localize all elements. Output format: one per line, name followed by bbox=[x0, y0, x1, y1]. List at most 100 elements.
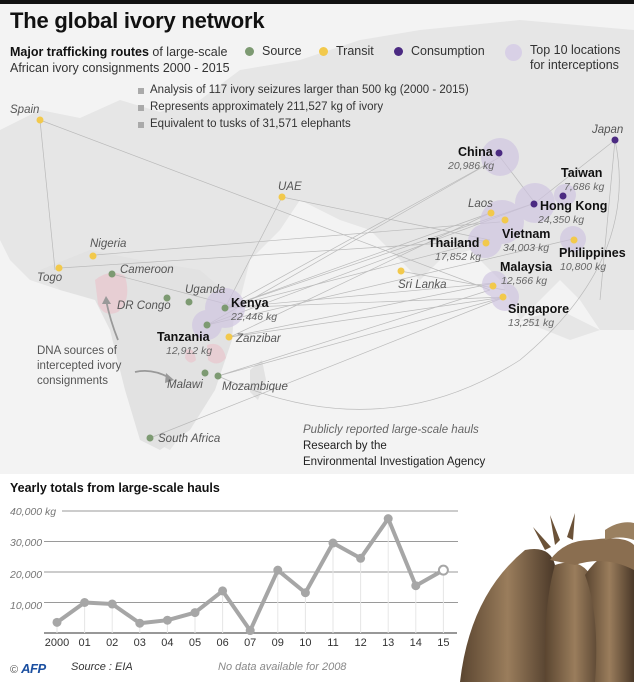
hub-tanzania-name: Tanzania bbox=[157, 330, 210, 344]
label-uae: UAE bbox=[278, 181, 302, 193]
data-point bbox=[218, 586, 228, 596]
data-point bbox=[162, 615, 172, 625]
label-togo: Togo bbox=[37, 272, 63, 284]
series-line bbox=[55, 516, 445, 633]
credit-line: Research by the bbox=[303, 440, 387, 452]
research-credit: Publicly reported large-scale hauls Rese… bbox=[303, 422, 485, 470]
fact-text: Analysis of 117 ivory seizures larger th… bbox=[150, 84, 469, 96]
x-tick: 10 bbox=[299, 637, 312, 649]
y-tick-10000: 10,000 bbox=[10, 600, 43, 612]
facts-list: Analysis of 117 ivory seizures larger th… bbox=[138, 82, 469, 133]
hub-china-name: China bbox=[458, 145, 493, 159]
x-tick: 07 bbox=[244, 637, 257, 649]
ivory-tusks-photo bbox=[460, 513, 634, 682]
data-point bbox=[80, 598, 90, 607]
consumption-dot-icon bbox=[394, 46, 403, 56]
data-point bbox=[52, 617, 62, 627]
hub-vietnam-kg: 34,003 kg bbox=[503, 242, 550, 254]
hub-kenya-kg: 22,446 kg bbox=[231, 311, 278, 323]
data-point bbox=[135, 618, 145, 628]
top-rule bbox=[0, 0, 634, 4]
afp-logo: AFP bbox=[21, 661, 46, 676]
legend-label: Source bbox=[262, 44, 302, 58]
chart-title: Yearly totals from large-scale hauls bbox=[10, 481, 220, 495]
line-chart bbox=[44, 510, 458, 636]
bullet-square-icon bbox=[138, 104, 144, 111]
legend-label: Consumption bbox=[411, 44, 485, 58]
bullet-square-icon bbox=[138, 87, 144, 94]
data-point bbox=[273, 565, 283, 575]
dna-note-line: consignments bbox=[37, 375, 108, 387]
x-tick: 09 bbox=[271, 637, 284, 649]
data-point bbox=[411, 581, 421, 591]
label-japan: Japan bbox=[592, 124, 624, 136]
data-point bbox=[383, 514, 393, 524]
label-malawi: Malawi bbox=[167, 379, 203, 391]
legend-label: for interceptions bbox=[530, 58, 619, 72]
hub-kenya-name: Kenya bbox=[231, 296, 269, 310]
label-nigeria: Nigeria bbox=[90, 238, 127, 250]
data-point bbox=[356, 553, 366, 563]
hub-hong-kong-kg: 24,350 kg bbox=[538, 214, 585, 226]
label-uganda: Uganda bbox=[185, 284, 226, 296]
hub-taiwan-name: Taiwan bbox=[561, 166, 603, 180]
dna-note: DNA sources of intercepted ivory consign… bbox=[37, 344, 121, 389]
subtitle: Major trafficking routes of large-scale … bbox=[10, 44, 230, 76]
hub-singapore-name: Singapore bbox=[508, 302, 570, 316]
x-tick: 15 bbox=[437, 637, 450, 649]
data-point bbox=[437, 564, 449, 576]
label-zanzibar: Zanzibar bbox=[236, 333, 281, 345]
legend-top10: Top 10 locations for interceptions bbox=[505, 43, 620, 73]
hub-philippines-kg: 10,800 kg bbox=[560, 261, 607, 273]
page-title: The global ivory network bbox=[10, 8, 265, 33]
subtitle-rest: of large-scale bbox=[148, 45, 228, 59]
x-tick: 02 bbox=[106, 637, 119, 649]
data-point bbox=[107, 599, 117, 609]
copyright: © AFP bbox=[10, 661, 46, 676]
label-laos: Laos bbox=[468, 198, 493, 210]
x-tick: 06 bbox=[216, 637, 229, 649]
world-map: Spain UAE Nigeria Togo Cameroon DR Congo… bbox=[0, 4, 634, 474]
label-dr-congo: DR Congo bbox=[117, 300, 171, 312]
x-tick: 01 bbox=[78, 637, 91, 649]
label-mozambique: Mozambique bbox=[222, 381, 288, 393]
hub-malaysia-name: Malaysia bbox=[500, 260, 553, 274]
map-graphic bbox=[0, 20, 634, 450]
x-tick: 2000 bbox=[44, 637, 70, 649]
credit-line: Environmental Investigation Agency bbox=[303, 456, 486, 468]
legend-source: Source bbox=[245, 44, 302, 58]
legend-top10-label: Top 10 locations for interceptions bbox=[530, 43, 620, 73]
data-point bbox=[300, 588, 310, 598]
hub-philippines-name: Philippines bbox=[559, 246, 626, 260]
no-data-note: No data available for 2008 bbox=[218, 661, 347, 673]
series-points bbox=[52, 514, 449, 636]
data-point bbox=[245, 626, 255, 636]
y-tick-20000: 20,000 bbox=[10, 569, 43, 581]
label-cameroon: Cameroon bbox=[120, 264, 174, 276]
hub-vietnam-name: Vietnam bbox=[502, 227, 551, 241]
legend-label: Top 10 locations bbox=[530, 43, 621, 57]
hub-malaysia-kg: 12,566 kg bbox=[501, 275, 548, 287]
label-sri-lanka: Sri Lanka bbox=[398, 279, 447, 291]
source-dot-icon bbox=[245, 46, 254, 56]
fact-item: Equivalent to tusks of 31,571 elephants bbox=[138, 116, 469, 133]
subtitle-bold: Major trafficking routes bbox=[10, 45, 149, 59]
subtitle-line2: African ivory consignments 2000 - 2015 bbox=[10, 61, 230, 75]
x-tick: 04 bbox=[161, 637, 174, 649]
credit-italic: Publicly reported large-scale hauls bbox=[303, 424, 479, 436]
x-tick: 05 bbox=[188, 637, 202, 649]
label-spain: Spain bbox=[10, 104, 40, 116]
x-tick: 13 bbox=[382, 637, 395, 649]
hub-china-kg: 20,986 kg bbox=[448, 160, 495, 172]
fact-item: Analysis of 117 ivory seizures larger th… bbox=[138, 82, 469, 99]
legend-label: Transit bbox=[336, 44, 374, 58]
label-south-africa: South Africa bbox=[158, 433, 221, 445]
source-label: Source : EIA bbox=[71, 661, 133, 673]
interception-circle-icon bbox=[505, 44, 522, 61]
dna-note-line: DNA sources of bbox=[37, 345, 117, 357]
hub-singapore-kg: 13,251 kg bbox=[508, 317, 555, 329]
fact-text: Represents approximately 211,527 kg of i… bbox=[150, 101, 384, 113]
hub-tanzania-kg: 12,912 kg bbox=[166, 345, 213, 357]
bullet-square-icon bbox=[138, 121, 144, 128]
y-tick-30000: 30,000 bbox=[10, 537, 43, 549]
